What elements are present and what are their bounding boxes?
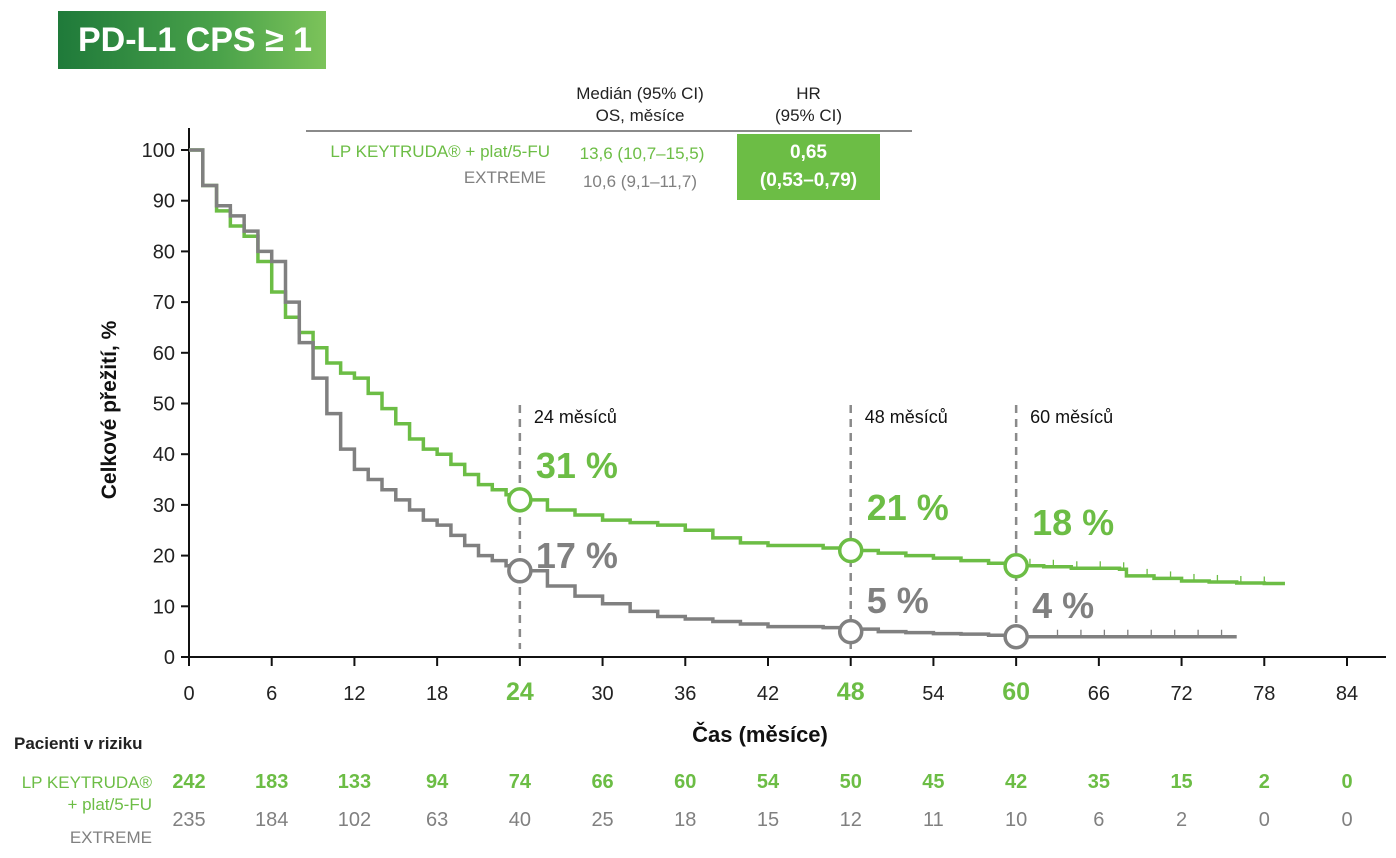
hr-box: 0,65 (0,53–0,79) xyxy=(737,134,880,200)
risk-keytruda-label-2: + plat/5-FU xyxy=(67,795,152,814)
x-tick-label-24: 24 xyxy=(506,678,534,706)
x-tick-label-18: 18 xyxy=(426,683,448,705)
y-axis-title: Celkové přežití, % xyxy=(98,320,121,499)
hr-header-line2: (95% CI) xyxy=(774,106,843,125)
median-header: Medián (95% CI) OS, měsíce xyxy=(560,83,720,127)
risk-table-title: Pacienti v riziku xyxy=(14,734,143,753)
x-axis-title: Čas (měsíce) xyxy=(692,722,828,747)
risk-extreme-12: 102 xyxy=(337,809,372,831)
risk-extreme-0: 235 xyxy=(172,809,206,831)
risk-keytruda-0: 242 xyxy=(172,771,206,793)
y-tick-label-30: 30 xyxy=(153,495,175,517)
risk-keytruda-12: 133 xyxy=(337,771,372,793)
x-tick-label-36: 36 xyxy=(674,683,696,705)
keytruda-point-24 xyxy=(507,487,533,513)
keytruda-pct-24: 31 % xyxy=(536,445,618,486)
keytruda-pct-48: 21 % xyxy=(867,487,949,528)
extreme-point-48 xyxy=(837,618,864,645)
legend-keytruda-median: 13,6 (10,7–15,5) xyxy=(579,144,705,163)
risk-extreme-48: 12 xyxy=(839,809,862,831)
extreme-pct-24: 17 % xyxy=(536,535,618,576)
median-header-line2: OS, měsíce xyxy=(595,106,685,125)
legend-extreme-median: 10,6 (9,1–11,7) xyxy=(582,172,698,191)
risk-extreme-60: 10 xyxy=(1005,809,1028,831)
x-tick-label-0: 0 xyxy=(183,683,194,705)
x-tick-label-42: 42 xyxy=(757,683,779,705)
x-tick-label-6: 6 xyxy=(266,683,277,705)
risk-extreme-84: 0 xyxy=(1341,809,1353,831)
y-tick-label-20: 20 xyxy=(153,546,175,568)
x-tick-label-48: 48 xyxy=(837,678,865,706)
x-tick-label-78: 78 xyxy=(1253,683,1275,705)
x-tick-label-72: 72 xyxy=(1170,683,1192,705)
hr-ci: (0,53–0,79) xyxy=(759,170,858,191)
x-tick-label-60: 60 xyxy=(1002,678,1030,706)
y-tick-label-70: 70 xyxy=(153,292,175,314)
risk-extreme-18: 63 xyxy=(426,809,449,831)
risk-keytruda-30: 66 xyxy=(591,771,614,793)
risk-keytruda-6: 183 xyxy=(255,771,289,793)
risk-keytruda-84: 0 xyxy=(1341,771,1353,793)
risk-extreme-label: EXTREME xyxy=(69,828,152,847)
x-tick-label-66: 66 xyxy=(1088,683,1110,705)
risk-extreme-6: 184 xyxy=(255,809,289,831)
risk-keytruda-42: 54 xyxy=(756,771,780,793)
risk-extreme-66: 6 xyxy=(1093,809,1105,831)
legend-extreme-label: EXTREME xyxy=(463,168,546,187)
keytruda-point-60 xyxy=(1003,552,1029,579)
risk-keytruda-66: 35 xyxy=(1087,771,1110,793)
risk-keytruda-48: 50 xyxy=(839,771,862,793)
risk-keytruda-24: 74 xyxy=(508,771,531,793)
extreme-point-60 xyxy=(1003,623,1029,650)
table-rule xyxy=(306,130,912,132)
median-header-line1: Medián (95% CI) xyxy=(576,84,704,103)
hr-value: 0,65 xyxy=(790,142,827,163)
marker-title-60: 60 měsíců xyxy=(1030,407,1113,427)
risk-keytruda-72: 15 xyxy=(1170,771,1193,793)
marker-layer: 24 měsíců 31 % 17 % 48 měsíců 21 % 5 % 60 měsí… xyxy=(507,405,1114,650)
y-tick-label-0: 0 xyxy=(164,647,175,669)
extreme-pct-60: 4 % xyxy=(1032,585,1094,626)
x-tick-label-30: 30 xyxy=(591,683,613,705)
risk-extreme-24: 40 xyxy=(508,809,531,831)
y-tick-label-100: 100 xyxy=(142,140,175,162)
marker-title-48: 48 měsíců xyxy=(865,407,948,427)
marker-title-24: 24 měsíců xyxy=(534,407,617,427)
keytruda-pct-60: 18 % xyxy=(1032,502,1114,543)
risk-keytruda-18: 94 xyxy=(426,771,449,793)
y-tick-label-50: 50 xyxy=(153,394,175,416)
risk-keytruda-54: 45 xyxy=(922,771,945,793)
axes-layer: 0 10 20 30 40 50 60 70 80 90 100 0 6 12 18 24 30 36 42 48 54… xyxy=(98,128,1386,747)
x-tick-label-54: 54 xyxy=(922,683,944,705)
keytruda-point-48 xyxy=(837,537,864,564)
x-tick-label-12: 12 xyxy=(343,683,365,705)
y-tick-label-90: 90 xyxy=(153,191,175,213)
risk-keytruda-label-1: LP KEYTRUDA® xyxy=(21,773,152,792)
risk-keytruda-78: 2 xyxy=(1258,771,1270,793)
legend-keytruda-label: LP KEYTRUDA® + plat/5-FU xyxy=(330,142,550,161)
hr-header-line1: HR xyxy=(796,84,821,103)
risk-extreme-78: 0 xyxy=(1258,809,1270,831)
risk-extreme-42: 15 xyxy=(756,809,780,831)
risk-extreme-54: 11 xyxy=(923,809,944,831)
y-tick-label-40: 40 xyxy=(153,444,175,466)
series-layer xyxy=(189,148,1285,639)
risk-keytruda-60: 42 xyxy=(1005,771,1028,793)
risk-extreme-72: 2 xyxy=(1176,809,1188,831)
risk-extreme-30: 25 xyxy=(591,809,614,831)
y-tick-label-10: 10 xyxy=(153,596,175,618)
extreme-pct-48: 5 % xyxy=(867,580,929,621)
hr-header: HR (95% CI) xyxy=(737,83,880,127)
risk-keytruda-label: LP KEYTRUDA® + plat/5-FU xyxy=(0,772,152,816)
extreme-curve xyxy=(189,148,1237,639)
x-tick-label-84: 84 xyxy=(1336,683,1358,705)
risk-extreme-36: 18 xyxy=(674,809,697,831)
risk-keytruda-36: 60 xyxy=(674,771,697,793)
y-tick-label-60: 60 xyxy=(153,343,175,365)
extreme-point-24 xyxy=(507,558,533,584)
keytruda-curve xyxy=(189,148,1285,586)
subgroup-badge: PD-L1 CPS ≥ 1 xyxy=(58,11,326,69)
y-tick-label-80: 80 xyxy=(153,241,175,263)
